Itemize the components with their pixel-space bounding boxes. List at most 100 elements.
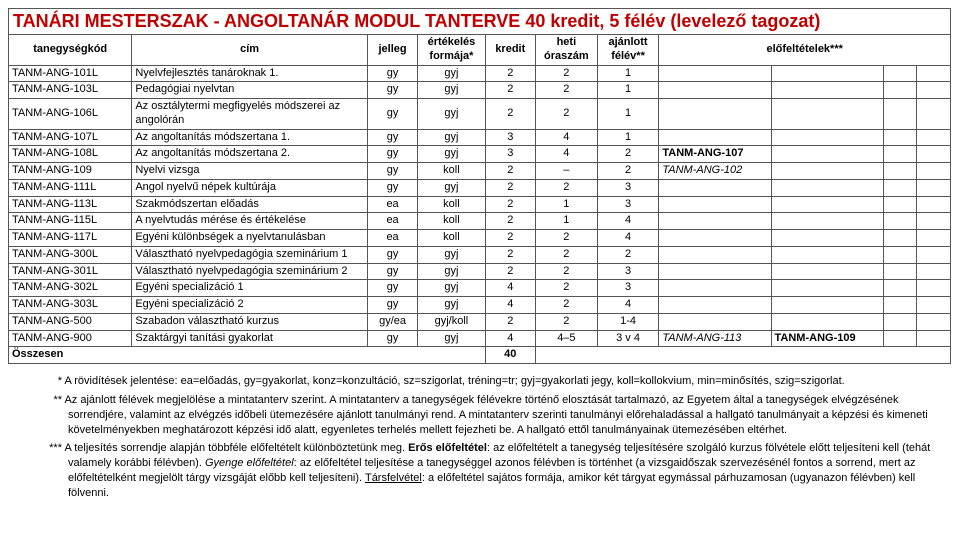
cell bbox=[917, 297, 951, 314]
cell: gyj bbox=[418, 280, 485, 297]
cell: 2 bbox=[536, 230, 598, 247]
footnotes: * A rövidítések jelentése: ea=előadás, g… bbox=[68, 374, 941, 501]
cell bbox=[917, 280, 951, 297]
cell bbox=[917, 213, 951, 230]
cell bbox=[883, 230, 917, 247]
cell: TANM-ANG-102 bbox=[659, 163, 771, 180]
cell: 4 bbox=[597, 297, 659, 314]
cell: TANM-ANG-107L bbox=[9, 129, 132, 146]
cell bbox=[771, 313, 883, 330]
cell: Választható nyelvpedagógia szeminárium 1 bbox=[132, 246, 368, 263]
th-form: értékelés formája* bbox=[418, 35, 485, 66]
cell: TANM-ANG-103L bbox=[9, 82, 132, 99]
table-row: TANM-ANG-111LAngol nyelvű népek kultúráj… bbox=[9, 179, 951, 196]
cell: TANM-ANG-115L bbox=[9, 213, 132, 230]
table-row: TANM-ANG-109Nyelvi vizsgagykoll2–2TANM-A… bbox=[9, 163, 951, 180]
cell bbox=[883, 246, 917, 263]
table-row: TANM-ANG-303LEgyéni specializáció 2gygyj… bbox=[9, 297, 951, 314]
cell bbox=[659, 179, 771, 196]
cell: A nyelvtudás mérése és értékelése bbox=[132, 213, 368, 230]
note-3c-term: Gyenge előfeltétel bbox=[205, 457, 294, 469]
cell: 4 bbox=[597, 213, 659, 230]
cell bbox=[659, 280, 771, 297]
cell bbox=[883, 163, 917, 180]
cell: 2 bbox=[485, 163, 535, 180]
cell bbox=[659, 213, 771, 230]
cell bbox=[917, 146, 951, 163]
cell: gyj bbox=[418, 129, 485, 146]
cell: TANM-ANG-500 bbox=[9, 313, 132, 330]
cell bbox=[917, 230, 951, 247]
cell: gyj bbox=[418, 99, 485, 130]
cell bbox=[883, 179, 917, 196]
cell: Szabadon választható kurzus bbox=[132, 313, 368, 330]
cell: 1 bbox=[597, 99, 659, 130]
th-ora: heti óraszám bbox=[536, 35, 598, 66]
cell: 3 bbox=[597, 280, 659, 297]
cell: 2 bbox=[485, 213, 535, 230]
th-jelleg: jelleg bbox=[367, 35, 417, 66]
cell bbox=[917, 246, 951, 263]
cell bbox=[917, 163, 951, 180]
table-row: TANM-ANG-101LNyelvfejlesztés tanároknak … bbox=[9, 65, 951, 82]
cell: Nyelvi vizsga bbox=[132, 163, 368, 180]
cell: gyj bbox=[418, 263, 485, 280]
cell bbox=[917, 179, 951, 196]
cell: 2 bbox=[485, 246, 535, 263]
header-row: tanegységkód cím jelleg értékelés formáj… bbox=[9, 35, 951, 66]
cell bbox=[883, 65, 917, 82]
cell: gy bbox=[367, 65, 417, 82]
cell bbox=[917, 196, 951, 213]
table-row: TANM-ANG-115LA nyelvtudás mérése és érté… bbox=[9, 213, 951, 230]
cell: 2 bbox=[485, 179, 535, 196]
cell bbox=[917, 82, 951, 99]
cell: gy bbox=[367, 82, 417, 99]
cell bbox=[883, 330, 917, 347]
cell: 2 bbox=[485, 313, 535, 330]
cell: 4 bbox=[485, 297, 535, 314]
cell bbox=[771, 280, 883, 297]
sum-kredit: 40 bbox=[485, 347, 535, 364]
cell: 2 bbox=[536, 82, 598, 99]
program-title: TANÁRI MESTERSZAK - ANGOLTANÁR MODUL TAN… bbox=[8, 8, 951, 34]
cell: 1 bbox=[536, 196, 598, 213]
cell: Egyéni specializáció 2 bbox=[132, 297, 368, 314]
cell bbox=[771, 263, 883, 280]
cell: gy bbox=[367, 330, 417, 347]
table-row: TANM-ANG-302LEgyéni specializáció 1gygyj… bbox=[9, 280, 951, 297]
cell: 2 bbox=[536, 246, 598, 263]
table-row: TANM-ANG-107LAz angoltanítás módszertana… bbox=[9, 129, 951, 146]
cell: TANM-ANG-117L bbox=[9, 230, 132, 247]
cell: gyj/koll bbox=[418, 313, 485, 330]
cell: 1 bbox=[597, 82, 659, 99]
th-title: cím bbox=[132, 35, 368, 66]
table-row: TANM-ANG-900Szaktárgyi tanítási gyakorla… bbox=[9, 330, 951, 347]
cell: 4 bbox=[485, 330, 535, 347]
cell bbox=[771, 297, 883, 314]
th-prereq: előfeltételek*** bbox=[659, 35, 951, 66]
cell: 3 bbox=[485, 129, 535, 146]
cell: 4 bbox=[536, 129, 598, 146]
cell: TANM-ANG-109 bbox=[9, 163, 132, 180]
sum-label: Összesen bbox=[9, 347, 486, 364]
cell: gy/ea bbox=[367, 313, 417, 330]
cell: TANM-ANG-900 bbox=[9, 330, 132, 347]
cell: koll bbox=[418, 230, 485, 247]
cell bbox=[771, 65, 883, 82]
table-row: TANM-ANG-108LAz angoltanítás módszertana… bbox=[9, 146, 951, 163]
table-row: TANM-ANG-301LVálasztható nyelvpedagógia … bbox=[9, 263, 951, 280]
cell bbox=[771, 99, 883, 130]
note-2-mark: ** bbox=[40, 393, 62, 408]
cell: koll bbox=[418, 163, 485, 180]
cell: 2 bbox=[536, 99, 598, 130]
cell: 3 bbox=[485, 146, 535, 163]
cell bbox=[771, 230, 883, 247]
cell bbox=[659, 65, 771, 82]
cell: 2 bbox=[597, 246, 659, 263]
cell: 2 bbox=[536, 297, 598, 314]
cell bbox=[659, 82, 771, 99]
cell: gy bbox=[367, 99, 417, 130]
cell bbox=[917, 330, 951, 347]
cell: 2 bbox=[485, 230, 535, 247]
cell: TANM-ANG-113 bbox=[659, 330, 771, 347]
